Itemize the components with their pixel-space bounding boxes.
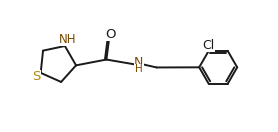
Text: N: N [134, 56, 143, 69]
Text: S: S [33, 70, 41, 83]
Text: O: O [105, 28, 116, 41]
Text: Cl: Cl [203, 39, 215, 52]
Text: NH: NH [59, 33, 76, 46]
Text: H: H [135, 64, 143, 74]
